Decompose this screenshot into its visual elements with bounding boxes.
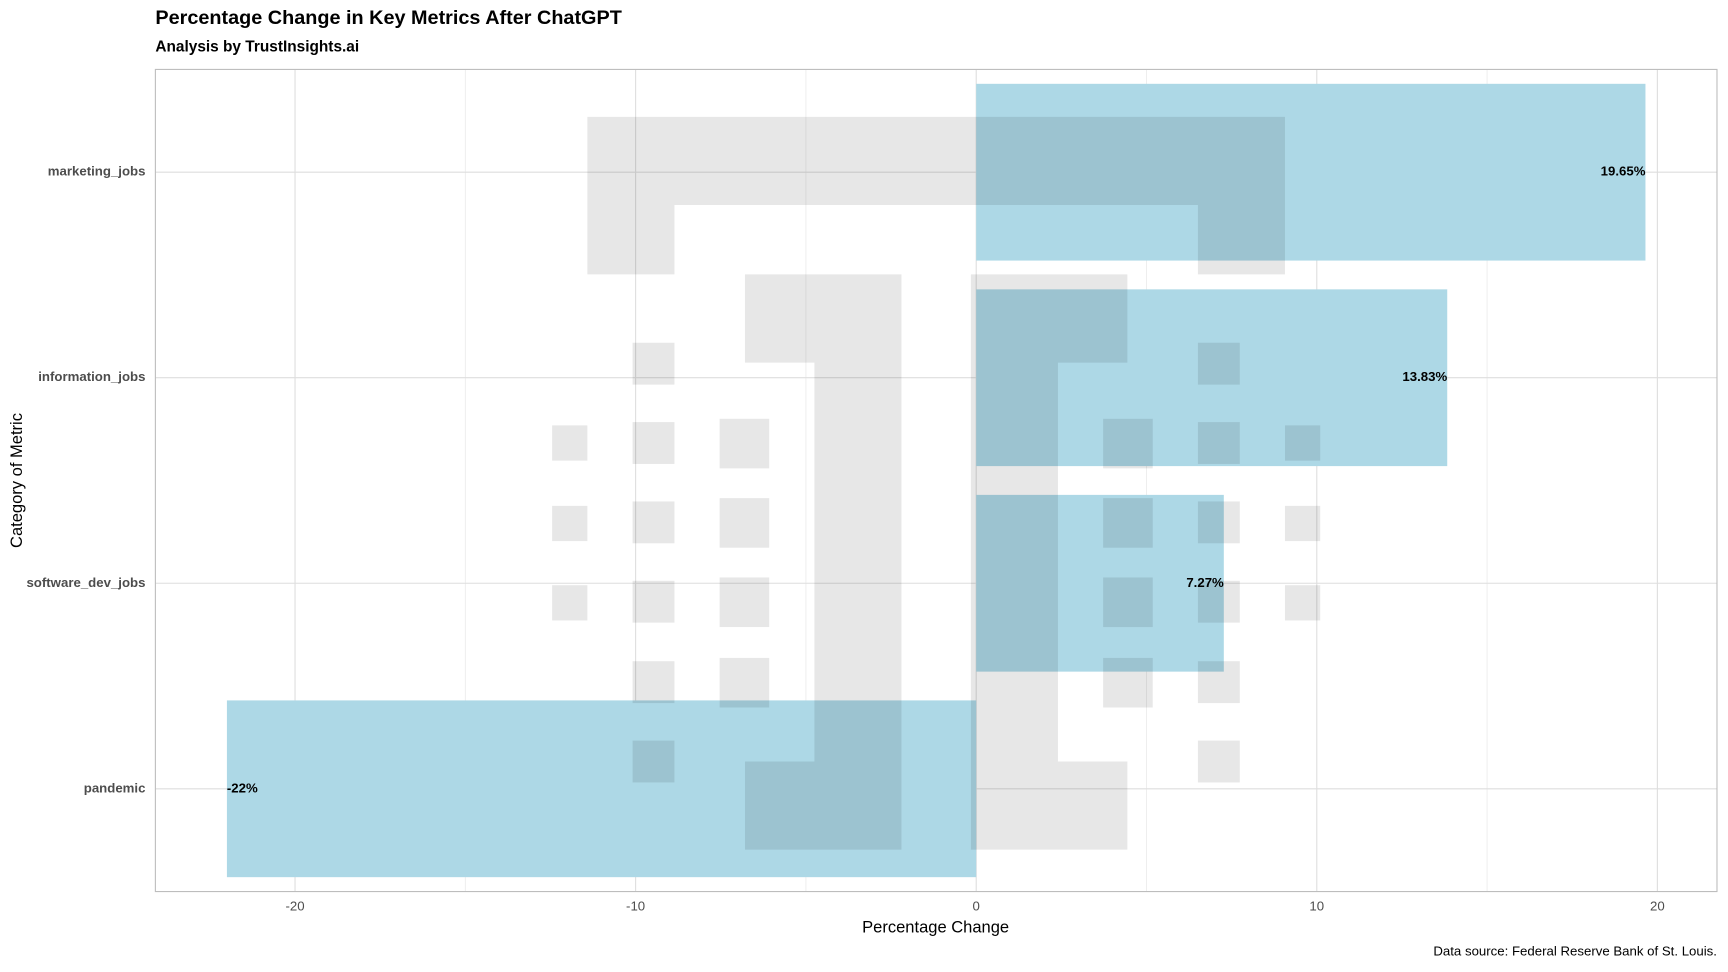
value-label: -22%: [227, 780, 258, 795]
y-tick-label: marketing_jobs: [48, 164, 146, 179]
value-label: 7.27%: [1186, 575, 1224, 590]
y-tick-label: pandemic: [84, 780, 146, 795]
value-label: 19.65%: [1601, 164, 1646, 179]
watermark: [552, 116, 1321, 850]
labels: -20 -10 0 10 20 marketing_jobs 19.65% informati…: [26, 164, 1664, 914]
bar: [976, 494, 1224, 672]
bar: [976, 289, 1448, 467]
panel-border: [154, 68, 1718, 893]
chart-title: Percentage Change in Key Metrics After C…: [155, 7, 621, 29]
y-tick-label: software_dev_jobs: [26, 575, 145, 590]
x-tick-label: 20: [1650, 898, 1665, 913]
x-tick-label: 10: [1309, 898, 1324, 913]
x-tick-label: -10: [626, 898, 645, 913]
chart-subtitle: Analysis by TrustInsights.ai: [155, 38, 359, 55]
x-tick-label: -20: [285, 898, 304, 913]
bar: [976, 83, 1646, 261]
bar: [226, 700, 977, 878]
x-axis-title: Percentage Change: [862, 917, 1009, 936]
x-tick-label: 0: [973, 898, 980, 913]
caption: Data source: Federal Reserve Bank of St.…: [1433, 944, 1717, 959]
y-tick-label: information_jobs: [38, 369, 145, 384]
bars: [226, 83, 1646, 878]
y-axis-title: Category of Metric: [7, 413, 26, 548]
value-label: 13.83%: [1402, 369, 1447, 384]
